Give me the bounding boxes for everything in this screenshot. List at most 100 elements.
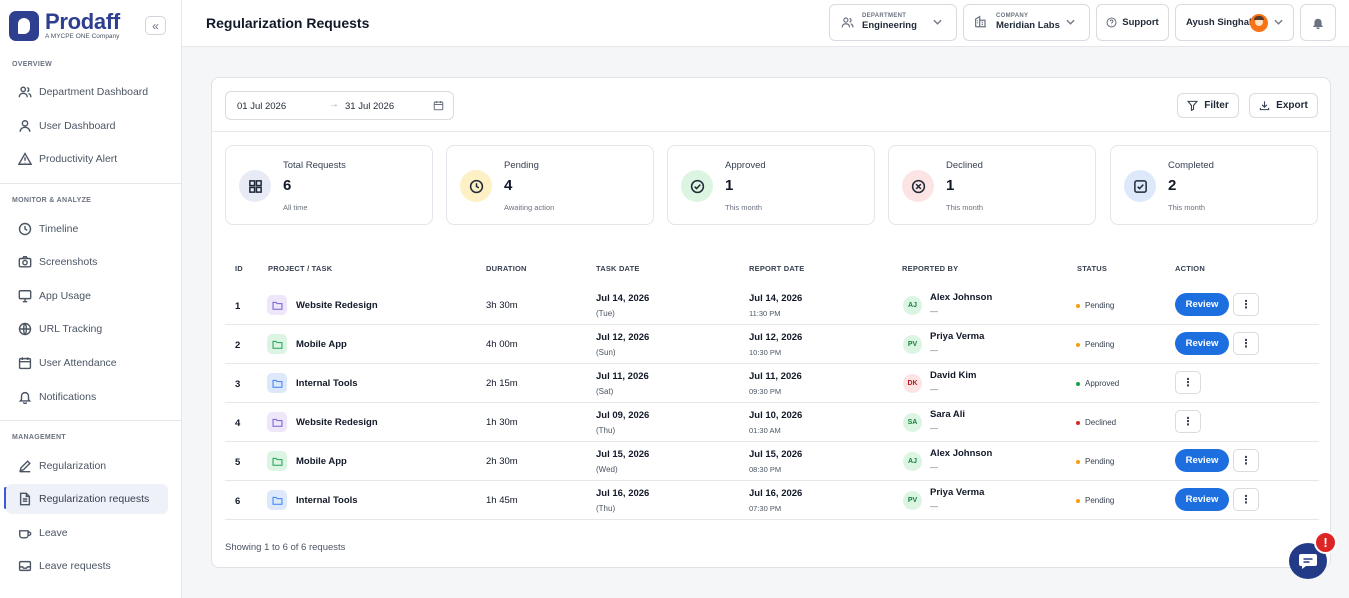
sidebar: Prodaff A MYCPE ONE Company « OVERVIEW D… [0, 0, 182, 598]
sidebar-item-regularization-requests[interactable]: Regularization requests [6, 484, 168, 514]
chevron-down-icon [1066, 19, 1075, 25]
sidebar-item-user-dashboard[interactable]: User Dashboard [6, 111, 168, 141]
review-button[interactable]: Review [1175, 488, 1229, 511]
status-dot [1076, 498, 1080, 503]
more-actions-icon[interactable]: ⋮ [1233, 293, 1259, 316]
review-button[interactable]: Review [1175, 449, 1229, 472]
company-select[interactable]: COMPANY Meridian Labs [963, 4, 1090, 41]
support-label: Support [1122, 17, 1159, 28]
more-actions-icon[interactable]: ⋮ [1175, 371, 1201, 394]
project-name: Internal Tools [296, 495, 358, 506]
reporter-sub: — [930, 424, 938, 433]
status-badge: Pending [1076, 340, 1114, 349]
stat-value: 2 [1168, 177, 1177, 194]
user-menu[interactable]: Ayush Singhal [1175, 4, 1294, 41]
reporter-avatar: AJ [903, 296, 922, 315]
sidebar-item-productivity-alert[interactable]: Productivity Alert [6, 144, 168, 174]
task-date: Jul 11, 2026 [596, 371, 649, 382]
date-to[interactable]: 31 Jul 2026 [345, 101, 395, 112]
department-select[interactable]: DEPARTMENT Engineering [829, 4, 957, 41]
stat-value: 4 [504, 177, 513, 194]
building-icon [975, 15, 986, 28]
sidebar-item-label: Leave requests [39, 560, 111, 572]
sidebar-item-url-tracking[interactable]: URL Tracking [6, 314, 168, 344]
table-row[interactable]: 3 Internal Tools 2h 15m Jul 11, 2026 (Sat) Ju… [225, 364, 1319, 403]
date-range-picker[interactable]: 01 Jul 2026 → 31 Jul 2026 [225, 91, 454, 120]
sidebar-item-label: User Dashboard [39, 120, 116, 132]
reporter-avatar: PV [903, 335, 922, 354]
section-label-monitor-analyze: MONITOR & ANALYZE [12, 197, 92, 204]
warning-icon [18, 152, 32, 165]
table-row[interactable]: 6 Internal Tools 1h 45m Jul 16, 2026 (Thu) Ju… [225, 481, 1319, 520]
sidebar-item-department-dashboard[interactable]: Department Dashboard [6, 77, 168, 107]
review-button[interactable]: Review [1175, 293, 1229, 316]
reporter-avatar: DK [903, 374, 922, 393]
table-row[interactable]: 1 Website Redesign 3h 30m Jul 14, 2026 (Tue)… [225, 286, 1319, 325]
reporter-sub: — [930, 385, 938, 394]
more-actions-icon[interactable]: ⋮ [1233, 488, 1259, 511]
review-button[interactable]: Review [1175, 332, 1229, 355]
date-from[interactable]: 01 Jul 2026 [237, 101, 287, 112]
coffee-icon [19, 530, 32, 539]
row-id: 1 [235, 301, 241, 312]
sidebar-item-timeline[interactable]: Timeline [6, 214, 168, 244]
user-name: Ayush Singhal [1186, 17, 1252, 28]
sidebar-item-leave-requests[interactable]: Leave requests [6, 551, 168, 581]
folder-icon [267, 412, 287, 432]
more-actions-icon[interactable]: ⋮ [1233, 449, 1259, 472]
sidebar-item-user-attendance[interactable]: User Attendance [6, 348, 168, 378]
table-row[interactable]: 5 Mobile App 2h 30m Jul 15, 2026 (Wed) Jul 15… [225, 442, 1319, 481]
export-button[interactable]: Export [1249, 93, 1318, 118]
more-actions-icon[interactable]: ⋮ [1233, 332, 1259, 355]
row-id: 5 [235, 457, 241, 468]
brand-tagline: A MYCPE ONE Company [45, 33, 120, 40]
status-badge: Pending [1076, 301, 1114, 310]
users-icon [841, 17, 854, 28]
status-badge: Pending [1076, 457, 1114, 466]
chevron-down-icon [933, 19, 942, 25]
col-header-reported-by: REPORTED BY [902, 264, 959, 273]
sidebar-item-screenshots[interactable]: Screenshots [6, 247, 168, 277]
task-day: (Tue) [596, 309, 615, 318]
sidebar-item-notifications[interactable]: Notifications [6, 382, 168, 412]
table-row[interactable]: 4 Website Redesign 1h 30m Jul 09, 2026 (Thu)… [225, 403, 1319, 442]
filter-button[interactable]: Filter [1177, 93, 1239, 118]
support-button[interactable]: Support [1096, 4, 1169, 41]
sidebar-item-leave[interactable]: Leave [6, 518, 168, 548]
status-dot [1076, 303, 1080, 308]
status-badge: Approved [1076, 379, 1119, 388]
status-badge: Pending [1076, 496, 1114, 505]
folder-icon [267, 334, 287, 354]
download-icon [1259, 101, 1270, 111]
collapse-sidebar-button[interactable]: « [145, 16, 166, 35]
table-row[interactable]: 2 Mobile App 4h 00m Jul 12, 2026 (Sun) Jul 12… [225, 325, 1319, 364]
col-header-id: ID [235, 264, 243, 273]
page-title: Regularization Requests [206, 15, 370, 31]
sidebar-item-regularization[interactable]: Regularization [6, 451, 168, 481]
reporter-avatar: PV [903, 491, 922, 510]
duration: 2h 15m [486, 378, 518, 389]
clock-icon [18, 222, 32, 236]
stat-card-approved: Approved 1 This month [667, 145, 875, 225]
more-actions-icon[interactable]: ⋮ [1175, 410, 1201, 433]
project-name: Internal Tools [296, 378, 358, 389]
requests-card: 01 Jul 2026 → 31 Jul 2026 Filter Export … [211, 77, 1332, 568]
company-value: Meridian Labs [996, 20, 1060, 31]
calendar-icon [433, 101, 444, 111]
project-name: Mobile App [296, 456, 347, 467]
project-name: Mobile App [296, 339, 347, 350]
filter-label: Filter [1204, 100, 1229, 111]
brand[interactable]: Prodaff A MYCPE ONE Company [9, 11, 120, 41]
duration: 2h 30m [486, 456, 518, 467]
report-date: Jul 14, 2026 [749, 293, 803, 304]
brand-name: Prodaff [45, 9, 120, 34]
notifications-button[interactable] [1300, 4, 1336, 41]
camera-icon [18, 256, 32, 268]
section-label-management: MANAGEMENT [12, 434, 66, 441]
folder-icon [267, 490, 287, 510]
task-date: Jul 09, 2026 [596, 410, 650, 421]
chat-alert-badge: ! [1314, 531, 1337, 554]
sidebar-item-app-usage[interactable]: App Usage [6, 281, 168, 311]
report-time: 11:30 PM [749, 309, 781, 318]
help-circle-icon [1106, 17, 1117, 28]
